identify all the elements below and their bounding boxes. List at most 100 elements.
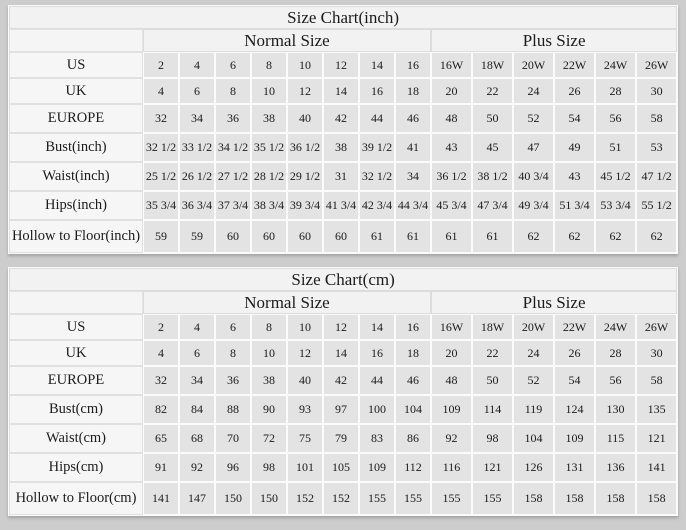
table-row: EUROPE 32 34 36 38 40 42 44 46 48 50 52 54 56 58 bbox=[10, 367, 677, 394]
table-row: Bust(inch) 32 1/2 33 1/2 34 1/2 35 1/2 36 1/2… bbox=[10, 134, 677, 161]
size-value-cell: 61 bbox=[396, 221, 430, 252]
size-value-cell: 22W bbox=[555, 315, 594, 339]
row-label: US bbox=[10, 315, 142, 339]
size-value-cell: 152 bbox=[288, 483, 322, 514]
size-value-cell: 32 bbox=[144, 105, 178, 132]
size-value-cell: 84 bbox=[180, 396, 214, 423]
size-value-cell: 88 bbox=[216, 396, 250, 423]
size-value-cell: 38 bbox=[252, 105, 286, 132]
size-value-cell: 4 bbox=[144, 79, 178, 103]
table-row: Hips(inch) 35 3/4 36 3/4 37 3/4 38 3/4 39 3/4… bbox=[10, 192, 677, 219]
size-value-cell: 55 1/2 bbox=[637, 192, 677, 219]
size-value-cell: 27 1/2 bbox=[216, 163, 250, 190]
size-value-cell: 60 bbox=[324, 221, 358, 252]
size-value-cell: 6 bbox=[180, 79, 214, 103]
size-value-cell: 49 3/4 bbox=[514, 192, 553, 219]
corner-cell bbox=[10, 292, 142, 313]
size-value-cell: 43 bbox=[555, 163, 594, 190]
size-value-cell: 34 bbox=[180, 367, 214, 394]
size-value-cell: 22 bbox=[473, 79, 512, 103]
size-value-cell: 47 1/2 bbox=[637, 163, 677, 190]
size-value-cell: 112 bbox=[396, 454, 430, 481]
size-value-cell: 42 bbox=[324, 367, 358, 394]
size-value-cell: 45 1/2 bbox=[596, 163, 635, 190]
size-value-cell: 30 bbox=[637, 341, 677, 365]
size-value-cell: 158 bbox=[596, 483, 635, 514]
size-value-cell: 28 1/2 bbox=[252, 163, 286, 190]
size-value-cell: 68 bbox=[180, 425, 214, 452]
group-header-row: Normal Size Plus Size bbox=[10, 292, 677, 313]
size-value-cell: 141 bbox=[144, 483, 178, 514]
size-value-cell: 70 bbox=[216, 425, 250, 452]
group-header-row: Normal Size Plus Size bbox=[10, 30, 677, 51]
row-label: Waist(inch) bbox=[10, 163, 142, 190]
size-value-cell: 79 bbox=[324, 425, 358, 452]
table-row: UK 4 6 8 10 12 14 16 18 20 22 24 26 28 30 bbox=[10, 341, 677, 365]
row-label: US bbox=[10, 53, 142, 77]
size-value-cell: 158 bbox=[555, 483, 594, 514]
size-value-cell: 32 1/2 bbox=[360, 163, 394, 190]
size-value-cell: 12 bbox=[324, 53, 358, 77]
size-value-cell: 37 3/4 bbox=[216, 192, 250, 219]
size-value-cell: 41 3/4 bbox=[324, 192, 358, 219]
size-value-cell: 18 bbox=[396, 341, 430, 365]
table-row: Hollow to Floor(cm) 141 147 150 150 152 152 155… bbox=[10, 483, 677, 514]
table-row: Hips(cm) 91 92 96 98 101 105 109 112 116 121 126 131… bbox=[10, 454, 677, 481]
size-value-cell: 155 bbox=[360, 483, 394, 514]
size-value-cell: 14 bbox=[324, 79, 358, 103]
row-label: Bust(inch) bbox=[10, 134, 142, 161]
size-value-cell: 41 bbox=[396, 134, 430, 161]
size-value-cell: 20W bbox=[514, 315, 553, 339]
size-value-cell: 32 1/2 bbox=[144, 134, 178, 161]
size-value-cell: 35 3/4 bbox=[144, 192, 178, 219]
size-value-cell: 158 bbox=[514, 483, 553, 514]
size-value-cell: 48 bbox=[432, 367, 471, 394]
size-value-cell: 34 1/2 bbox=[216, 134, 250, 161]
size-value-cell: 58 bbox=[637, 367, 677, 394]
size-value-cell: 38 3/4 bbox=[252, 192, 286, 219]
size-value-cell: 20W bbox=[514, 53, 553, 77]
size-value-cell: 59 bbox=[180, 221, 214, 252]
size-value-cell: 141 bbox=[637, 454, 677, 481]
size-value-cell: 4 bbox=[180, 53, 214, 77]
size-value-cell: 53 bbox=[637, 134, 677, 161]
size-value-cell: 12 bbox=[288, 79, 322, 103]
table-row: US 2 4 6 8 10 12 14 16 16W 18W 20W 22W 24W 26W bbox=[10, 53, 677, 77]
size-value-cell: 10 bbox=[288, 315, 322, 339]
row-label: Hips(cm) bbox=[10, 454, 142, 481]
size-value-cell: 158 bbox=[637, 483, 677, 514]
size-value-cell: 22W bbox=[555, 53, 594, 77]
size-value-cell: 16 bbox=[360, 79, 394, 103]
size-value-cell: 97 bbox=[324, 396, 358, 423]
table-row: Bust(cm) 82 84 88 90 93 97 100 104 109 114 119 124 13… bbox=[10, 396, 677, 423]
size-value-cell: 28 bbox=[596, 79, 635, 103]
size-value-cell: 98 bbox=[473, 425, 512, 452]
size-value-cell: 100 bbox=[360, 396, 394, 423]
size-value-cell: 18 bbox=[396, 79, 430, 103]
plus-size-header: Plus Size bbox=[432, 30, 677, 51]
size-value-cell: 33 1/2 bbox=[180, 134, 214, 161]
size-value-cell: 61 bbox=[473, 221, 512, 252]
size-value-cell: 16W bbox=[432, 315, 471, 339]
row-label: UK bbox=[10, 341, 142, 365]
size-value-cell: 16 bbox=[396, 315, 430, 339]
size-value-cell: 26W bbox=[637, 315, 677, 339]
size-value-cell: 91 bbox=[144, 454, 178, 481]
size-value-cell: 104 bbox=[396, 396, 430, 423]
size-value-cell: 93 bbox=[288, 396, 322, 423]
row-label: Hollow to Floor(cm) bbox=[10, 483, 142, 514]
size-value-cell: 150 bbox=[252, 483, 286, 514]
size-value-cell: 4 bbox=[180, 315, 214, 339]
size-value-cell: 124 bbox=[555, 396, 594, 423]
size-value-cell: 34 bbox=[180, 105, 214, 132]
size-value-cell: 10 bbox=[252, 79, 286, 103]
size-value-cell: 14 bbox=[360, 315, 394, 339]
size-value-cell: 38 bbox=[324, 134, 358, 161]
size-value-cell: 8 bbox=[216, 341, 250, 365]
size-value-cell: 36 bbox=[216, 367, 250, 394]
size-value-cell: 26W bbox=[637, 53, 677, 77]
size-value-cell: 62 bbox=[514, 221, 553, 252]
size-value-cell: 155 bbox=[473, 483, 512, 514]
size-rows: US 2 4 6 8 10 12 14 16 16W 18W 20W 22W 24W 26W UK 4 6 8 10 1… bbox=[10, 315, 677, 514]
size-value-cell: 101 bbox=[288, 454, 322, 481]
